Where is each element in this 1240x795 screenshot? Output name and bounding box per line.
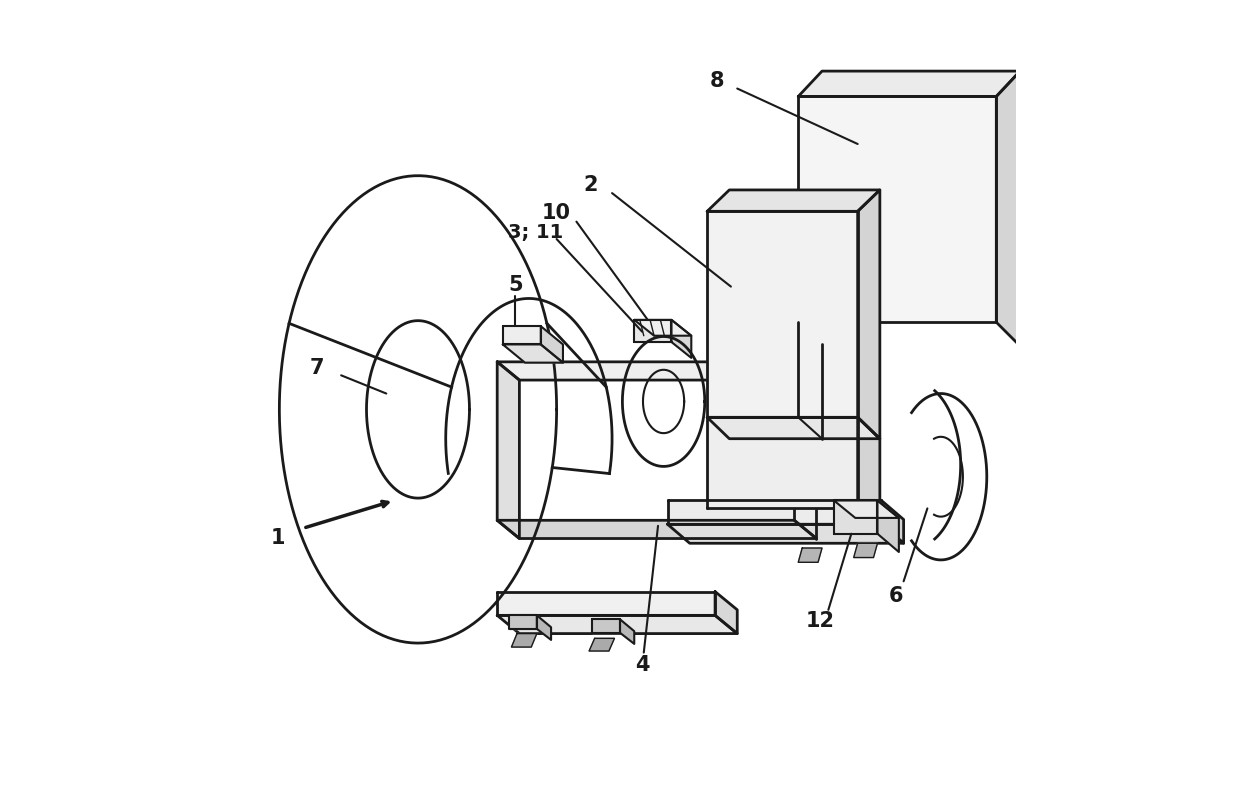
Polygon shape: [497, 591, 715, 615]
Polygon shape: [634, 320, 692, 335]
Text: 3; 11: 3; 11: [507, 223, 563, 242]
Polygon shape: [833, 501, 899, 518]
Polygon shape: [511, 634, 537, 647]
Polygon shape: [707, 417, 858, 509]
Polygon shape: [497, 615, 738, 634]
Text: 1: 1: [270, 528, 285, 548]
Polygon shape: [497, 362, 520, 538]
Polygon shape: [799, 96, 996, 322]
Polygon shape: [634, 320, 672, 342]
Polygon shape: [541, 326, 563, 363]
Text: 5: 5: [508, 275, 523, 295]
Polygon shape: [502, 344, 563, 363]
Polygon shape: [707, 190, 880, 211]
Polygon shape: [858, 417, 880, 528]
Polygon shape: [858, 190, 880, 439]
Text: 10: 10: [542, 203, 572, 223]
Polygon shape: [589, 638, 615, 651]
Polygon shape: [497, 520, 816, 538]
Polygon shape: [497, 362, 816, 380]
Polygon shape: [537, 615, 551, 640]
Polygon shape: [667, 501, 882, 524]
Polygon shape: [620, 619, 634, 644]
Text: 2: 2: [584, 175, 598, 196]
Polygon shape: [878, 501, 899, 552]
Text: 8: 8: [709, 71, 724, 91]
Polygon shape: [799, 548, 822, 562]
Polygon shape: [833, 501, 878, 533]
Polygon shape: [593, 619, 620, 633]
Polygon shape: [672, 320, 692, 358]
Polygon shape: [996, 71, 1021, 346]
Text: 4: 4: [635, 655, 650, 675]
Polygon shape: [707, 417, 880, 439]
Text: 7: 7: [310, 359, 325, 378]
Polygon shape: [707, 211, 858, 417]
Polygon shape: [510, 615, 537, 629]
Polygon shape: [715, 591, 738, 634]
Text: 6: 6: [888, 586, 903, 606]
Polygon shape: [853, 543, 878, 557]
Polygon shape: [799, 71, 1021, 96]
Text: 12: 12: [806, 611, 835, 631]
Polygon shape: [502, 326, 541, 344]
Polygon shape: [667, 524, 904, 543]
Polygon shape: [882, 501, 904, 543]
